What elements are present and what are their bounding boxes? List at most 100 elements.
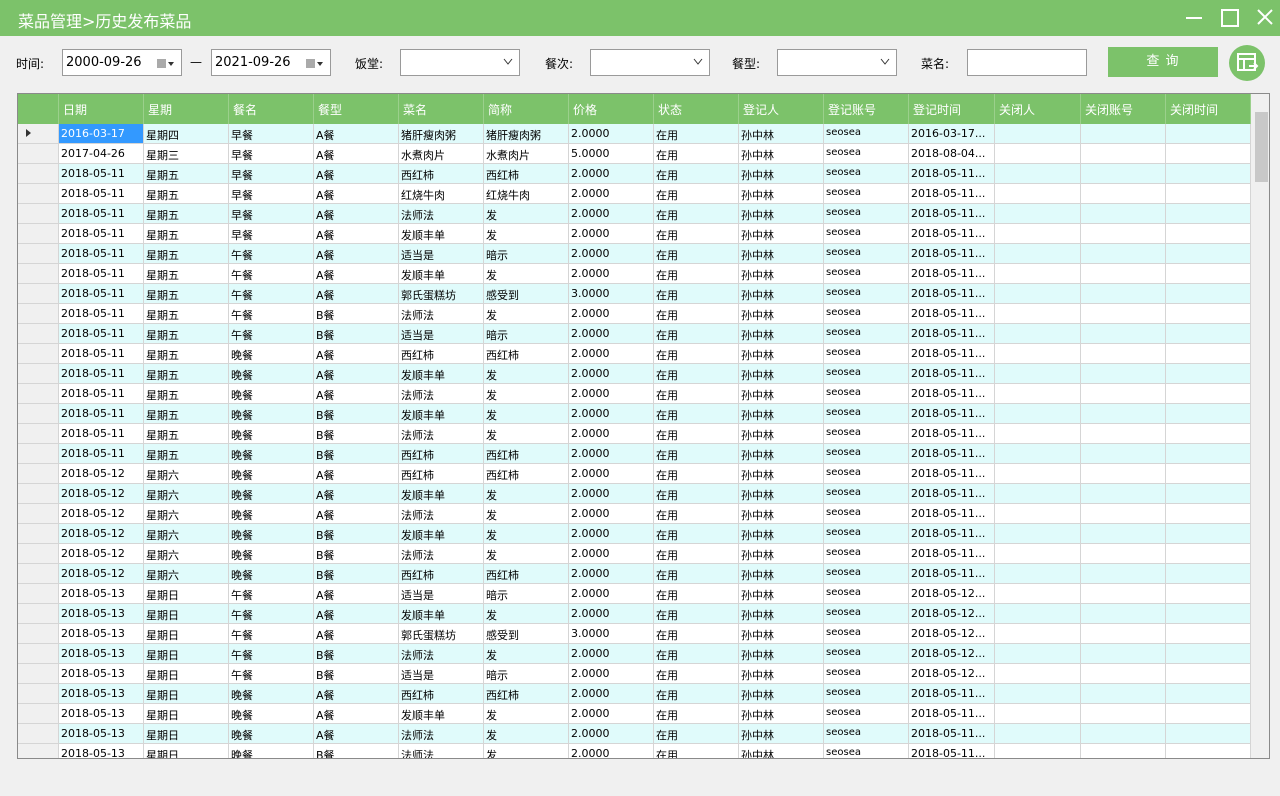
date-to[interactable]: 2021-09-26 bbox=[211, 49, 331, 76]
cell: 孙中林 bbox=[739, 464, 824, 484]
row-header bbox=[18, 204, 59, 224]
row-header bbox=[18, 464, 59, 484]
cell bbox=[1166, 404, 1251, 424]
row-header bbox=[18, 444, 59, 464]
cell: 孙中林 bbox=[739, 424, 824, 444]
cell: 2.0000 bbox=[569, 384, 654, 404]
cell: 2018-05-11... bbox=[909, 464, 995, 484]
cell: 在用 bbox=[654, 704, 739, 724]
window-controls[interactable] bbox=[1180, 6, 1280, 30]
cell: 发 bbox=[484, 704, 569, 724]
cell: 2.0000 bbox=[569, 644, 654, 664]
cell bbox=[1166, 224, 1251, 244]
cell: 发顺丰单 bbox=[399, 364, 484, 384]
cell bbox=[1081, 464, 1166, 484]
cell bbox=[1081, 444, 1166, 464]
cell: 晚餐 bbox=[229, 464, 314, 484]
cell: 2018-05-11 bbox=[59, 164, 144, 184]
cell: 暗示 bbox=[484, 664, 569, 684]
cell: 孙中林 bbox=[739, 364, 824, 384]
cell bbox=[1166, 264, 1251, 284]
cell: seosea bbox=[824, 284, 909, 304]
cell: 2018-05-11 bbox=[59, 364, 144, 384]
cell: 发顺丰单 bbox=[399, 484, 484, 504]
cell: 孙中林 bbox=[739, 224, 824, 244]
cell: B餐 bbox=[314, 544, 399, 564]
scrollbar[interactable] bbox=[1253, 94, 1269, 758]
cell bbox=[1166, 484, 1251, 504]
cell bbox=[1081, 144, 1166, 164]
cell: seosea bbox=[824, 384, 909, 404]
cell bbox=[1081, 244, 1166, 264]
cell: 发顺丰单 bbox=[399, 704, 484, 724]
cell: seosea bbox=[824, 544, 909, 564]
cell: 孙中林 bbox=[739, 384, 824, 404]
cell: 晚餐 bbox=[229, 364, 314, 384]
canteen-select[interactable] bbox=[400, 49, 520, 76]
meal-type-label: 餐型: bbox=[732, 57, 761, 71]
cell bbox=[1081, 224, 1166, 244]
cell bbox=[1166, 244, 1251, 264]
row-header bbox=[18, 224, 59, 244]
cell bbox=[995, 584, 1081, 604]
cell: 孙中林 bbox=[739, 284, 824, 304]
cell: 2018-05-11... bbox=[909, 304, 995, 324]
cell: 2018-05-13 bbox=[59, 684, 144, 704]
cell: 孙中林 bbox=[739, 704, 824, 724]
dish-input[interactable] bbox=[967, 49, 1087, 76]
column-header: 星期 bbox=[144, 94, 229, 124]
cell: 晚餐 bbox=[229, 744, 314, 758]
cell: 法师法 bbox=[399, 204, 484, 224]
cell: 2018-05-12 bbox=[59, 504, 144, 524]
cell: 晚餐 bbox=[229, 684, 314, 704]
cell: 西红柿 bbox=[399, 564, 484, 584]
cell: 猪肝瘦肉粥 bbox=[399, 124, 484, 144]
cell bbox=[995, 504, 1081, 524]
cell: 星期日 bbox=[144, 724, 229, 744]
cell: seosea bbox=[824, 184, 909, 204]
cell: 法师法 bbox=[399, 424, 484, 444]
cell bbox=[995, 624, 1081, 644]
cell: 2018-05-12... bbox=[909, 624, 995, 644]
cell: 孙中林 bbox=[739, 304, 824, 324]
cell bbox=[1081, 184, 1166, 204]
meal-type-select[interactable] bbox=[777, 49, 897, 76]
row-header bbox=[18, 124, 59, 144]
date-from[interactable]: 2000-09-26 bbox=[62, 49, 182, 76]
cell: 孙中林 bbox=[739, 664, 824, 684]
cell: 在用 bbox=[654, 184, 739, 204]
search-button[interactable]: 查 询 bbox=[1108, 47, 1218, 77]
export-button[interactable] bbox=[1229, 45, 1265, 81]
cell bbox=[995, 344, 1081, 364]
cell: 2018-05-12 bbox=[59, 544, 144, 564]
cell bbox=[995, 544, 1081, 564]
cell: 晚餐 bbox=[229, 384, 314, 404]
cell: 孙中林 bbox=[739, 124, 824, 144]
cell: seosea bbox=[824, 344, 909, 364]
data-grid: 日期 星期 餐名 餐型 菜名 简称 价格 状态 登记人 登记账号 登记时间 关闭人 关闭账号 关闭时间 20… bbox=[17, 93, 1270, 759]
cell: seosea bbox=[824, 724, 909, 744]
cell: 2018-05-11... bbox=[909, 264, 995, 284]
cell: seosea bbox=[824, 504, 909, 524]
cell: 发 bbox=[484, 424, 569, 444]
cell: A餐 bbox=[314, 364, 399, 384]
cell: 星期三 bbox=[144, 144, 229, 164]
meal-time-select[interactable] bbox=[590, 49, 710, 76]
cell: A餐 bbox=[314, 484, 399, 504]
cell: 星期日 bbox=[144, 584, 229, 604]
cell: 2.0000 bbox=[569, 344, 654, 364]
cell bbox=[1166, 384, 1251, 404]
cell: 2.0000 bbox=[569, 664, 654, 684]
cell: seosea bbox=[824, 744, 909, 758]
cell bbox=[995, 324, 1081, 344]
cell: 2.0000 bbox=[569, 184, 654, 204]
cell: A餐 bbox=[314, 624, 399, 644]
cell: 星期六 bbox=[144, 564, 229, 584]
cell bbox=[1081, 364, 1166, 384]
cell: 2.0000 bbox=[569, 484, 654, 504]
cell bbox=[1081, 744, 1166, 758]
cell bbox=[1166, 584, 1251, 604]
cell: 孙中林 bbox=[739, 344, 824, 364]
cell: A餐 bbox=[314, 284, 399, 304]
cell: A餐 bbox=[314, 244, 399, 264]
